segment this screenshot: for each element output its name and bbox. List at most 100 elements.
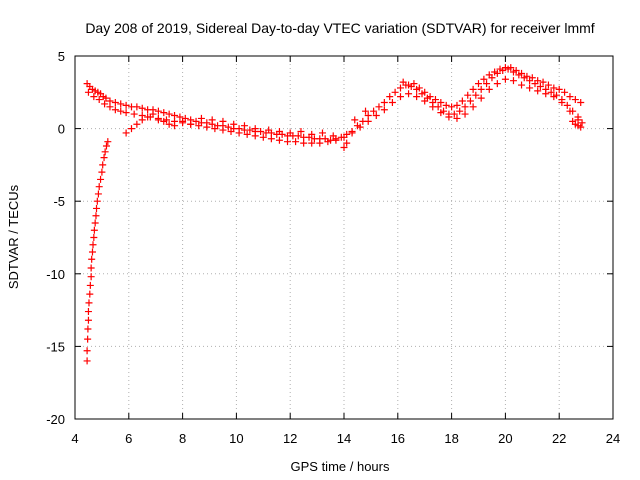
data-point — [99, 161, 107, 169]
data-point — [426, 93, 434, 101]
data-point — [375, 103, 383, 111]
data-point — [144, 113, 152, 121]
data-point — [154, 107, 162, 115]
y-tick-label: 5 — [58, 49, 65, 64]
data-point — [477, 85, 485, 93]
data-point — [94, 190, 102, 198]
x-tick-label: 12 — [283, 431, 297, 446]
data-point — [324, 138, 332, 146]
data-point — [512, 67, 520, 75]
data-point — [547, 88, 555, 96]
data-point — [133, 120, 141, 128]
data-point — [230, 120, 238, 128]
data-point — [372, 112, 380, 120]
y-tick-label: 0 — [58, 122, 65, 137]
data-point — [566, 93, 574, 101]
data-point — [509, 77, 517, 85]
data-point — [100, 154, 108, 162]
data-point — [275, 136, 283, 144]
data-point — [219, 117, 227, 125]
data-point — [421, 97, 429, 105]
data-point — [578, 119, 586, 127]
x-tick-label: 8 — [179, 431, 186, 446]
data-point — [292, 138, 300, 146]
data-point — [351, 116, 359, 124]
data-point — [523, 72, 531, 80]
data-point — [442, 101, 450, 109]
data-point — [187, 120, 195, 128]
data-point — [380, 98, 388, 106]
data-point — [235, 129, 243, 137]
plot-border — [74, 55, 614, 420]
data-point — [340, 143, 348, 151]
data-point — [83, 357, 91, 365]
data-point — [86, 281, 94, 289]
data-point — [251, 125, 259, 133]
data-point — [485, 71, 493, 79]
data-point — [340, 133, 348, 141]
data-point — [219, 126, 227, 134]
data-point — [171, 122, 179, 130]
data-point — [421, 88, 429, 96]
data-point — [224, 123, 232, 131]
data-point — [496, 65, 504, 73]
x-tick-label: 16 — [391, 431, 405, 446]
data-point — [477, 94, 485, 102]
data-point — [297, 128, 305, 136]
data-point — [97, 175, 105, 183]
data-point — [518, 69, 526, 77]
data-point — [563, 101, 571, 109]
data-point — [98, 168, 106, 176]
grid — [75, 56, 613, 419]
data-point — [356, 123, 364, 131]
data-points — [83, 64, 586, 365]
chart-title: Day 208 of 2019, Sidereal Day-to-day VTE… — [85, 20, 594, 36]
data-point — [415, 84, 423, 92]
data-point — [348, 129, 356, 137]
data-point — [558, 98, 566, 106]
data-point — [84, 308, 92, 316]
data-point — [138, 104, 146, 112]
data-point — [246, 126, 254, 134]
data-point — [208, 116, 216, 124]
data-point — [458, 97, 466, 105]
data-point — [461, 110, 469, 118]
data-point — [318, 129, 326, 137]
data-point — [160, 117, 168, 125]
data-point — [544, 81, 552, 89]
data-point — [329, 132, 337, 140]
data-point — [437, 98, 445, 106]
data-point — [122, 109, 130, 117]
y-tick-label: -20 — [46, 412, 65, 427]
data-point — [104, 138, 112, 146]
data-point — [240, 122, 248, 130]
data-point — [380, 106, 388, 114]
data-point — [300, 139, 308, 147]
data-point — [84, 335, 92, 343]
data-point — [95, 96, 103, 104]
data-point — [534, 77, 542, 85]
data-point — [102, 142, 110, 150]
data-point — [472, 91, 480, 99]
data-point — [453, 114, 461, 122]
data-point — [413, 93, 421, 101]
data-point — [227, 128, 235, 136]
x-tick-label: 20 — [498, 431, 512, 446]
data-point — [534, 87, 542, 95]
x-tick-label: 10 — [229, 431, 243, 446]
data-point — [284, 138, 292, 146]
data-point — [243, 130, 251, 138]
data-point — [577, 123, 585, 131]
data-point — [160, 109, 168, 117]
data-point — [84, 316, 92, 324]
data-point — [286, 129, 294, 137]
data-point — [192, 117, 200, 125]
data-point — [88, 255, 96, 263]
data-point — [259, 133, 267, 141]
data-point — [456, 107, 464, 115]
data-point — [542, 90, 550, 98]
data-point — [85, 299, 93, 307]
y-tick-label: -10 — [46, 267, 65, 282]
data-point — [536, 82, 544, 90]
